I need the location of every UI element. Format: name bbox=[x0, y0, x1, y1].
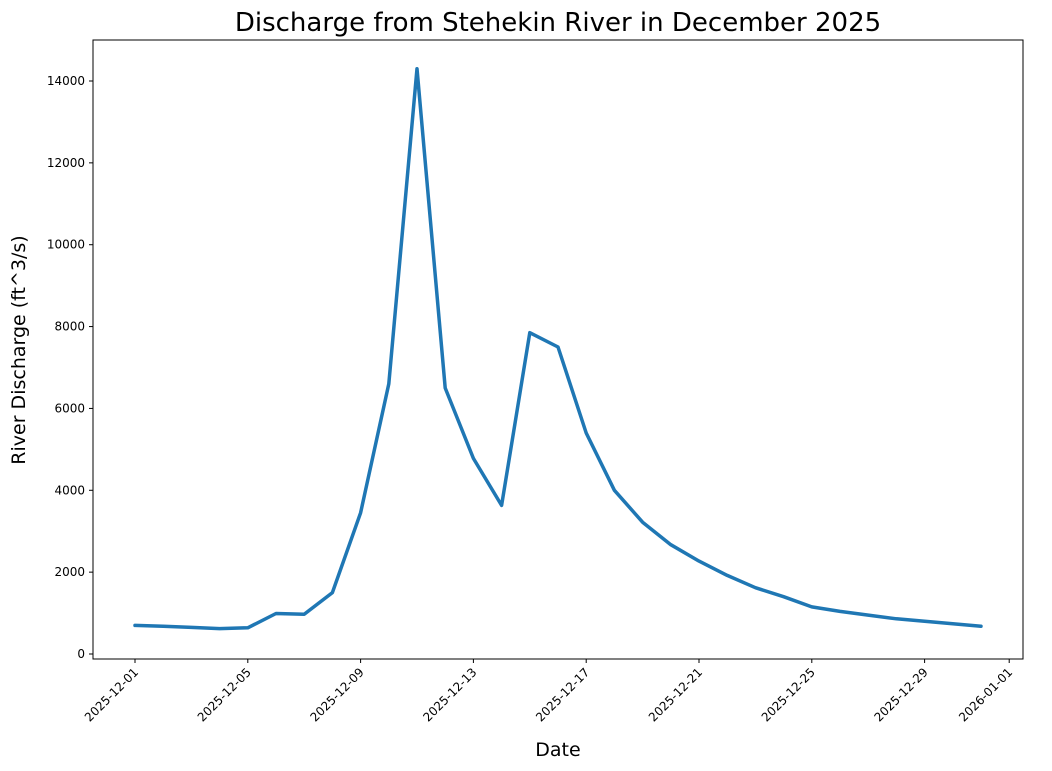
x-tick-label: 2025-12-25 bbox=[759, 665, 818, 724]
plot-area: 0 2000 4000 6000 8000 10000 12000 14000 2025-12… bbox=[47, 39, 1024, 724]
chart-title: Discharge from Stehekin River in Decembe… bbox=[235, 8, 881, 38]
y-tick-label: 14000 bbox=[47, 74, 85, 88]
x-axis-ticks: 2025-12-01 2025-12-05 2025-12-09 2025-12-13… bbox=[82, 659, 1015, 724]
y-axis-label: River Discharge (ft^3/s) bbox=[8, 235, 30, 464]
x-tick-label: 2025-12-01 bbox=[82, 665, 141, 724]
y-tick-label: 2000 bbox=[54, 565, 85, 579]
y-tick-label: 12000 bbox=[47, 156, 85, 170]
y-tick-label: 8000 bbox=[54, 320, 85, 334]
x-tick-label: 2025-12-21 bbox=[646, 665, 705, 724]
x-tick-label: 2025-12-05 bbox=[195, 665, 254, 724]
x-tick-label: 2026-01-01 bbox=[956, 665, 1015, 724]
y-tick-label: 0 bbox=[77, 647, 85, 661]
x-tick-label: 2025-12-09 bbox=[308, 665, 367, 724]
x-tick-label: 2025-12-29 bbox=[872, 665, 931, 724]
x-tick-label: 2025-12-17 bbox=[533, 665, 592, 724]
y-tick-label: 10000 bbox=[47, 238, 85, 252]
y-tick-label: 4000 bbox=[54, 483, 85, 497]
x-tick-label: 2025-12-13 bbox=[420, 665, 479, 724]
y-axis-ticks: 0 2000 4000 6000 8000 10000 12000 14000 bbox=[47, 74, 93, 661]
x-axis-label: Date bbox=[535, 739, 580, 761]
discharge-series-line bbox=[133, 66, 983, 631]
y-tick-label: 6000 bbox=[54, 401, 85, 415]
